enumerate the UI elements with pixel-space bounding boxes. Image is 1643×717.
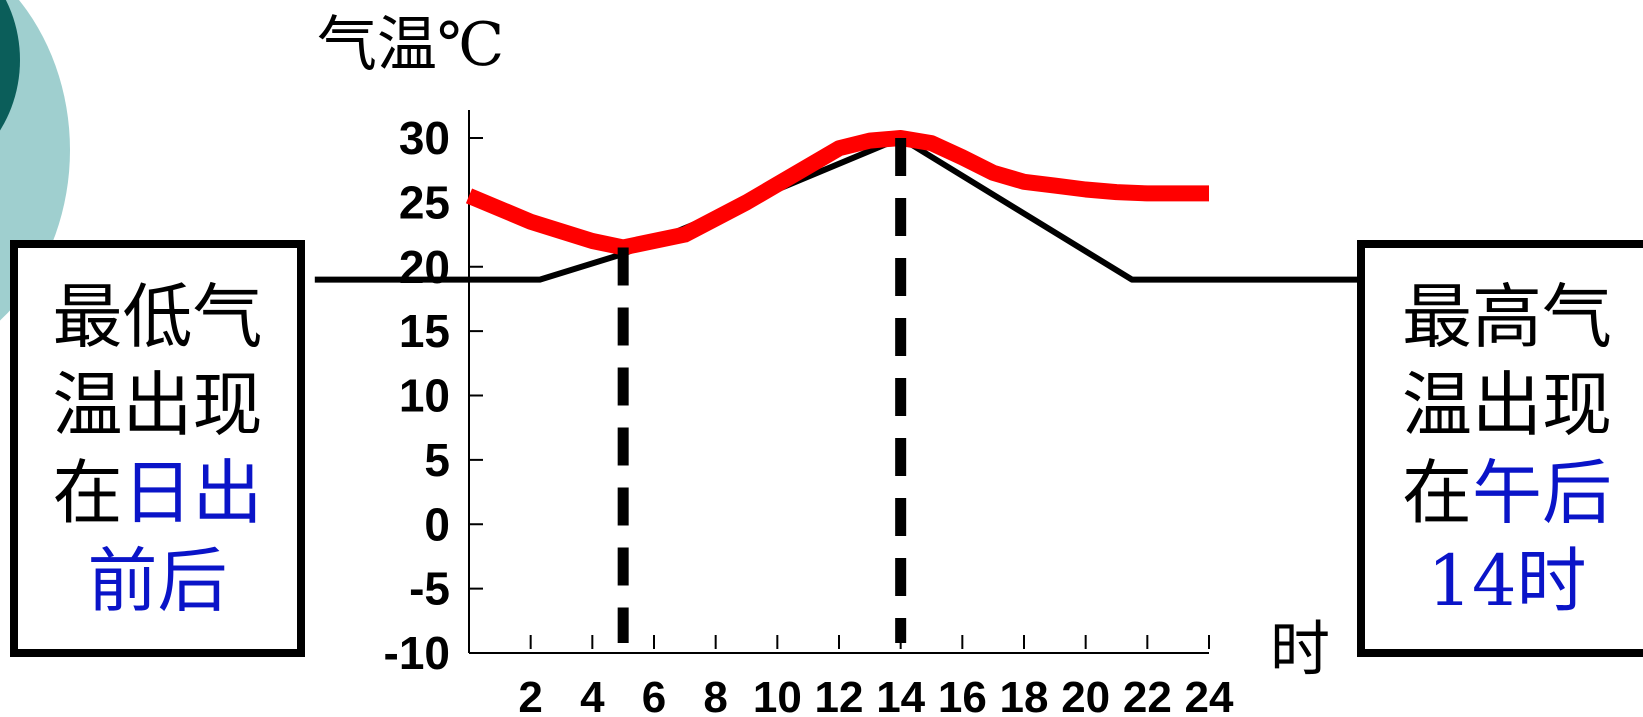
x-tick-label-16: 16 — [938, 673, 987, 717]
x-tick-label-22: 22 — [1123, 673, 1172, 717]
x-tick-label-12: 12 — [815, 673, 864, 717]
y-tick-label-30: 30 — [399, 112, 450, 164]
right-box-line-1: 最高气 — [1402, 273, 1612, 361]
x-tick-label-4: 4 — [580, 673, 605, 717]
left-annotation-box: 最低气 温出现 在日出 前后 — [10, 240, 305, 657]
right-box-text-2-1: 温出现 — [1402, 363, 1612, 446]
y-tick-label-15: 15 — [399, 305, 450, 357]
x-tick-label-6: 6 — [642, 673, 666, 717]
y-tick-label-25: 25 — [399, 176, 450, 228]
left-box-text-3-2: 日出 — [122, 451, 263, 534]
x-tick-label-14: 14 — [876, 673, 925, 717]
x-tick-label-24: 24 — [1185, 673, 1234, 717]
left-box-line-1: 最低气 — [53, 273, 263, 361]
right-box-text-4-1: 14时 — [1427, 539, 1587, 622]
y-tick-label--10: -10 — [384, 627, 450, 679]
y-tick-label-10: 10 — [399, 370, 450, 422]
right-annotation-box: 最高气 温出现 在午后 14时 — [1357, 240, 1643, 657]
y-tick-label-5: 5 — [424, 434, 450, 486]
right-box-text-3-1: 在 — [1402, 451, 1472, 534]
x-tick-label-8: 8 — [703, 673, 727, 717]
x-tick-label-10: 10 — [753, 673, 802, 717]
x-tick-label-20: 20 — [1061, 673, 1110, 717]
x-tick-label-18: 18 — [1000, 673, 1049, 717]
left-box-line-3: 在日出 — [53, 449, 263, 537]
right-box-text-1-1: 最高气 — [1402, 275, 1612, 358]
left-box-text-2-1: 温出现 — [52, 363, 263, 446]
series-line-2 — [314, 135, 1394, 283]
y-tick-label--5: -5 — [409, 563, 450, 615]
y-axis-label: 气温℃ — [317, 10, 504, 80]
left-box-text-3-1: 在 — [52, 451, 123, 534]
right-box-line-3: 在午后 — [1402, 449, 1612, 537]
left-box-line-2: 温出现 — [53, 361, 263, 449]
right-box-text-3-2: 午后 — [1472, 451, 1612, 534]
y-tick-label-20: 20 — [399, 241, 450, 293]
series-line-1 — [465, 130, 1209, 256]
right-box-line-2: 温出现 — [1402, 361, 1612, 449]
y-tick-label-0: 0 — [424, 498, 450, 550]
left-box-line-4: 前后 — [88, 537, 228, 625]
decor-dark-circle — [0, 0, 20, 131]
left-box-text-1-1: 最低气 — [52, 275, 263, 358]
left-box-text-4-1: 前后 — [87, 539, 228, 622]
x-tick-label-2: 2 — [518, 673, 542, 717]
right-box-line-4: 14时 — [1427, 537, 1586, 625]
x-axis-label: 时 — [1270, 615, 1330, 685]
